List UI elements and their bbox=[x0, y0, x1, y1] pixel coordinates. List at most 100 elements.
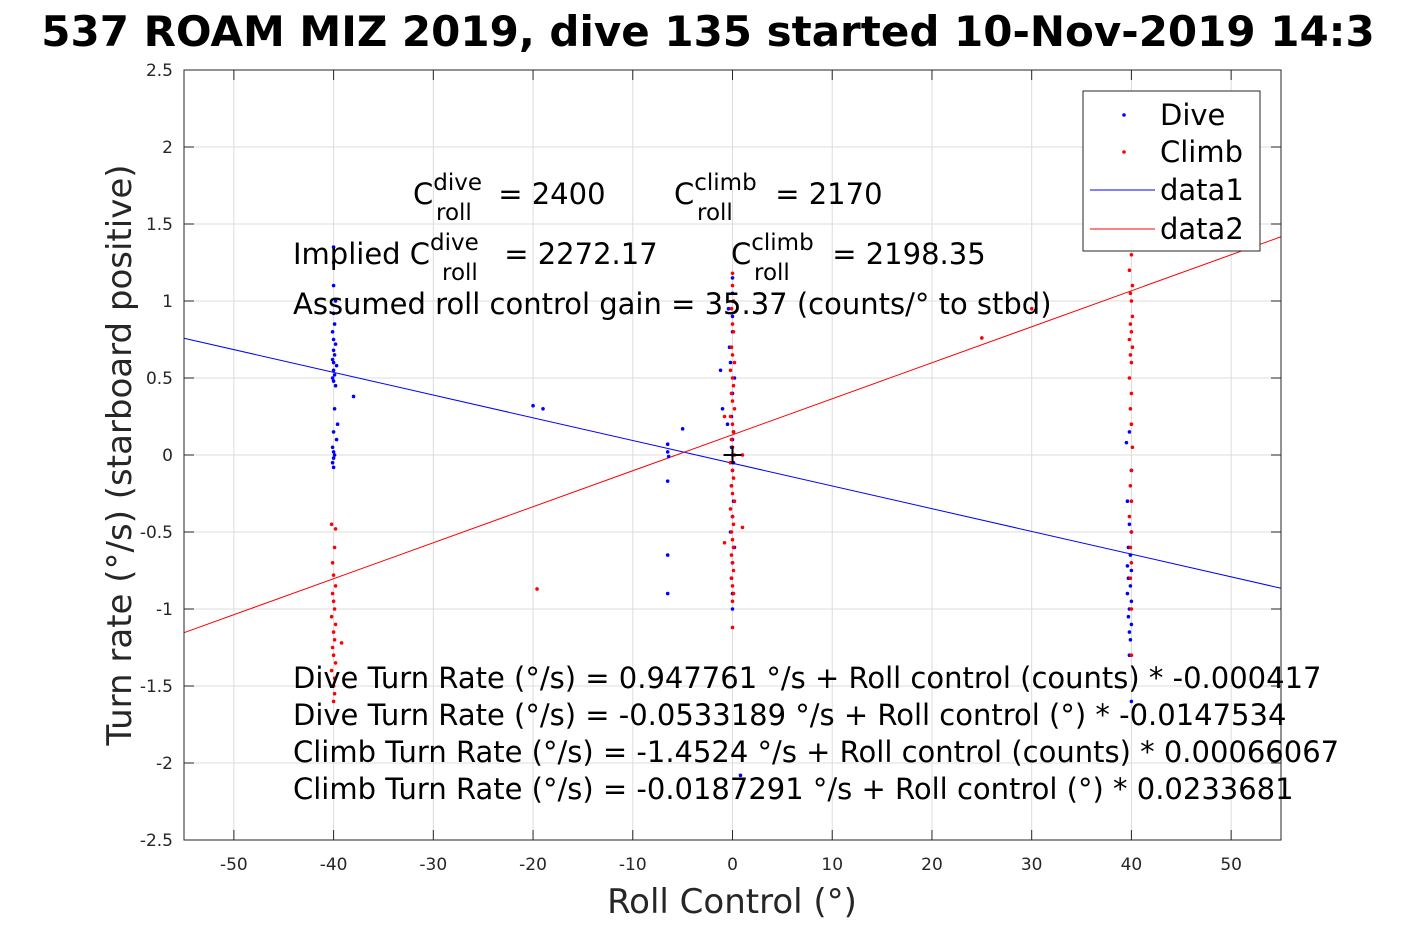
point-climb bbox=[1129, 653, 1134, 657]
point-climb bbox=[731, 545, 736, 550]
equation-dive-counts: Dive Turn Rate (°/s) = 0.947761 °/s + Ro… bbox=[293, 661, 1321, 695]
point-dive bbox=[334, 363, 339, 368]
point-dive bbox=[1129, 622, 1134, 627]
point-climb bbox=[333, 584, 338, 588]
point-dive bbox=[331, 260, 336, 265]
point-climb bbox=[331, 599, 336, 604]
point-climb bbox=[730, 468, 735, 473]
point-dive bbox=[335, 422, 340, 427]
point-climb bbox=[333, 622, 338, 627]
point-dive bbox=[333, 342, 338, 346]
point-dive bbox=[718, 368, 723, 373]
point-dive bbox=[1126, 614, 1131, 619]
point-dive bbox=[1127, 630, 1132, 634]
point-climb bbox=[730, 422, 735, 427]
y-tick-label: -1.5 bbox=[140, 677, 173, 697]
point-climb bbox=[1129, 561, 1134, 565]
point-climb bbox=[1129, 499, 1134, 504]
origin-marker bbox=[723, 446, 742, 464]
fit-line-data2 bbox=[183, 236, 1282, 634]
point-dive bbox=[330, 357, 335, 362]
y-tick-label: -2 bbox=[156, 754, 173, 774]
point-climb bbox=[728, 368, 733, 373]
x-tick-label: -40 bbox=[320, 855, 348, 875]
c-dive-annotation: Cdive roll = 2400 bbox=[413, 170, 606, 226]
point-climb bbox=[732, 499, 737, 504]
point-dive bbox=[1128, 638, 1133, 642]
point-dive bbox=[730, 314, 735, 319]
x-tick-label: -10 bbox=[619, 855, 647, 875]
point-climb bbox=[331, 630, 336, 634]
point-climb bbox=[730, 584, 735, 588]
point-dive bbox=[666, 454, 671, 459]
point-climb bbox=[331, 699, 336, 704]
point-dive bbox=[331, 348, 336, 353]
point-climb bbox=[1128, 576, 1133, 580]
point-climb bbox=[333, 661, 338, 665]
implied-dive-annotation: Implied Cdive roll = 2272.17 bbox=[293, 230, 658, 286]
x-tick-label: -30 bbox=[419, 855, 447, 875]
point-climb bbox=[331, 653, 336, 657]
point-climb bbox=[332, 691, 337, 696]
point-climb bbox=[1128, 407, 1133, 411]
point-dive bbox=[330, 330, 335, 334]
point-dive bbox=[1129, 699, 1134, 704]
point-dive bbox=[331, 368, 336, 373]
point-climb bbox=[1129, 299, 1134, 303]
equation-climb-counts: Climb Turn Rate (°/s) = -1.4524 °/s + Ro… bbox=[293, 735, 1339, 769]
point-climb bbox=[1129, 530, 1134, 534]
y-tick-label: 2.5 bbox=[146, 61, 173, 81]
point-dive bbox=[330, 460, 335, 465]
ticks bbox=[184, 69, 1281, 841]
y-tick-label: 2 bbox=[162, 138, 173, 158]
x-tick-label: -20 bbox=[519, 855, 547, 875]
point-dive bbox=[331, 283, 336, 288]
gain-annotation: Assumed roll control gain = 35.37 (count… bbox=[293, 287, 1052, 321]
point-climb bbox=[728, 507, 733, 511]
point-climb bbox=[729, 484, 734, 488]
point-dive bbox=[331, 456, 336, 460]
legend-climb-marker bbox=[1122, 150, 1126, 154]
y-tick-label: 0.5 bbox=[146, 369, 173, 389]
point-dive bbox=[330, 445, 335, 450]
point-dive bbox=[1125, 564, 1130, 568]
point-dive bbox=[726, 306, 731, 311]
legend-dive-label: Dive bbox=[1160, 98, 1225, 132]
x-axis-label: Roll Control (°) bbox=[607, 882, 857, 922]
point-climb bbox=[1128, 545, 1133, 550]
point-climb bbox=[730, 353, 735, 357]
point-climb bbox=[1128, 322, 1133, 326]
point-dive bbox=[331, 450, 336, 454]
point-dive bbox=[331, 465, 336, 470]
point-dive bbox=[330, 376, 335, 380]
x-tick-labels: -50 -40 -30 -20 -10 0 10 20 30 40 50 bbox=[220, 855, 1242, 875]
point-climb bbox=[722, 414, 727, 419]
y-tick-label: 1 bbox=[162, 292, 173, 312]
point-climb bbox=[728, 460, 733, 465]
point-climb bbox=[1128, 353, 1133, 357]
point-climb bbox=[732, 360, 737, 365]
point-climb bbox=[729, 437, 734, 442]
point-dive bbox=[1128, 584, 1133, 588]
point-climb bbox=[731, 383, 736, 388]
point-dive bbox=[680, 427, 685, 431]
point-climb bbox=[1029, 306, 1034, 311]
y-tick-label: 0 bbox=[162, 446, 173, 466]
point-climb bbox=[722, 540, 727, 545]
point-climb bbox=[730, 561, 735, 565]
point-dive bbox=[331, 311, 336, 316]
point-climb bbox=[728, 414, 733, 419]
point-dive bbox=[334, 437, 339, 442]
point-dive bbox=[331, 245, 336, 249]
point-climb bbox=[730, 322, 735, 326]
point-dive bbox=[730, 276, 735, 280]
point-climb bbox=[1129, 253, 1134, 257]
point-dive bbox=[333, 383, 338, 388]
point-climb bbox=[332, 607, 337, 611]
x-tick-label: 50 bbox=[1220, 855, 1242, 875]
point-climb bbox=[730, 283, 735, 288]
point-climb bbox=[1129, 330, 1134, 334]
point-climb bbox=[729, 576, 734, 580]
point-climb bbox=[732, 407, 737, 411]
